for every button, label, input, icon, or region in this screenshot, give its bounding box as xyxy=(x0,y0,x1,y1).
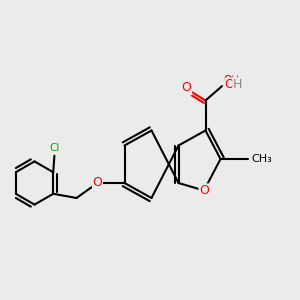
Text: Cl: Cl xyxy=(49,143,60,153)
Text: O: O xyxy=(223,75,231,85)
Text: H: H xyxy=(232,78,242,91)
Text: CH₃: CH₃ xyxy=(252,154,272,164)
Text: O: O xyxy=(181,82,191,95)
Text: O: O xyxy=(93,176,102,190)
Text: CH₃: CH₃ xyxy=(251,154,270,164)
Text: O: O xyxy=(182,81,191,94)
Text: O: O xyxy=(225,78,235,91)
Text: OH: OH xyxy=(224,75,239,85)
Text: O: O xyxy=(199,184,209,197)
